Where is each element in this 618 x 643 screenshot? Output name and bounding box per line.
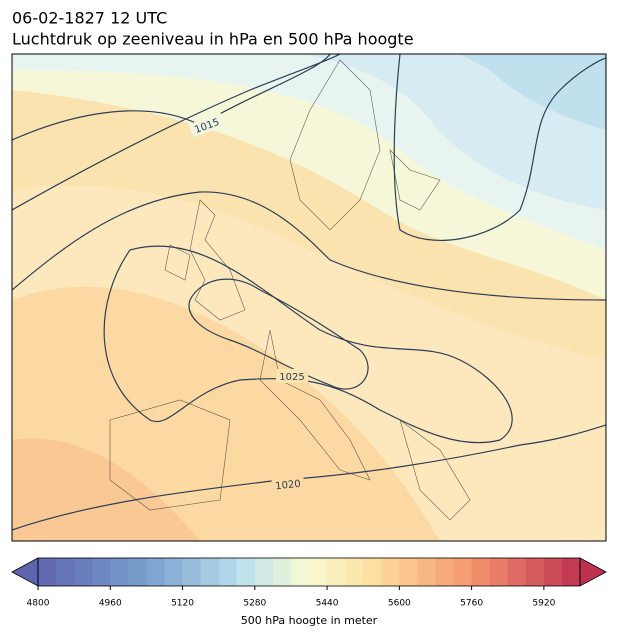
colorbar-band (309, 558, 328, 586)
colorbar-band (453, 558, 473, 586)
colorbar-tick-label: 4960 (99, 599, 122, 609)
isobar-label: 1025 (279, 372, 304, 383)
colorbar-band (435, 558, 455, 586)
colorbar: 4800 4960 5120 5280 5440 5600 5760 5920 (11, 557, 607, 609)
colorbar-band (290, 558, 310, 586)
colorbar-tick-label: 4800 (27, 599, 50, 609)
colorbar-band (146, 558, 165, 586)
map: 1015 1025 1020 (12, 54, 606, 541)
coastlines (109, 59, 471, 521)
colorbar-band (92, 558, 111, 586)
isobar-label: 1020 (275, 479, 301, 493)
colorbar-frame (37, 557, 581, 587)
colorbar-band (399, 558, 418, 586)
colorbar-band (164, 558, 184, 586)
colorbar-tick-label: 5440 (316, 599, 339, 609)
colorbar-band (74, 558, 93, 586)
colorbar-band (363, 558, 382, 586)
colorbar-band (272, 558, 292, 586)
colorbar-band (561, 558, 581, 586)
map-frame (11, 53, 607, 542)
colorbar-band (110, 558, 129, 586)
colorbar-extend-high (579, 557, 607, 587)
colorbar-tick-label: 5120 (171, 599, 194, 609)
colorbar-band (182, 558, 202, 586)
colorbar-band (200, 558, 220, 586)
colorbar-tick-label: 5760 (460, 599, 483, 609)
colorbar-band (254, 558, 274, 586)
colorbar-band (489, 558, 509, 586)
colorbar-band (236, 558, 256, 586)
colorbar-band (525, 558, 545, 586)
colorbar-label: 500 hPa hoogte in meter (241, 614, 378, 627)
colorbar-band (38, 558, 57, 586)
colorbar-band (543, 558, 563, 586)
colorbar-band (128, 558, 147, 586)
colorbar-tick-label: 5280 (243, 599, 266, 609)
colorbar-band (507, 558, 527, 586)
colorbar-band (471, 558, 491, 586)
colorbar-band (218, 558, 238, 586)
subtitle: Luchtdruk op zeeniveau in hPa en 500 hPa… (12, 30, 414, 49)
colorbar-extend-low (11, 557, 39, 587)
colorbar-band (345, 558, 364, 586)
colorbar-band (417, 558, 436, 586)
colorbar-band (327, 558, 346, 586)
title: 06-02-1827 12 UTC (12, 9, 167, 28)
colorbar-tick-label: 5600 (388, 599, 411, 609)
colorbar-band (56, 558, 75, 586)
colorbar-band (381, 558, 400, 586)
colorbar-tick-label: 5920 (532, 599, 555, 609)
